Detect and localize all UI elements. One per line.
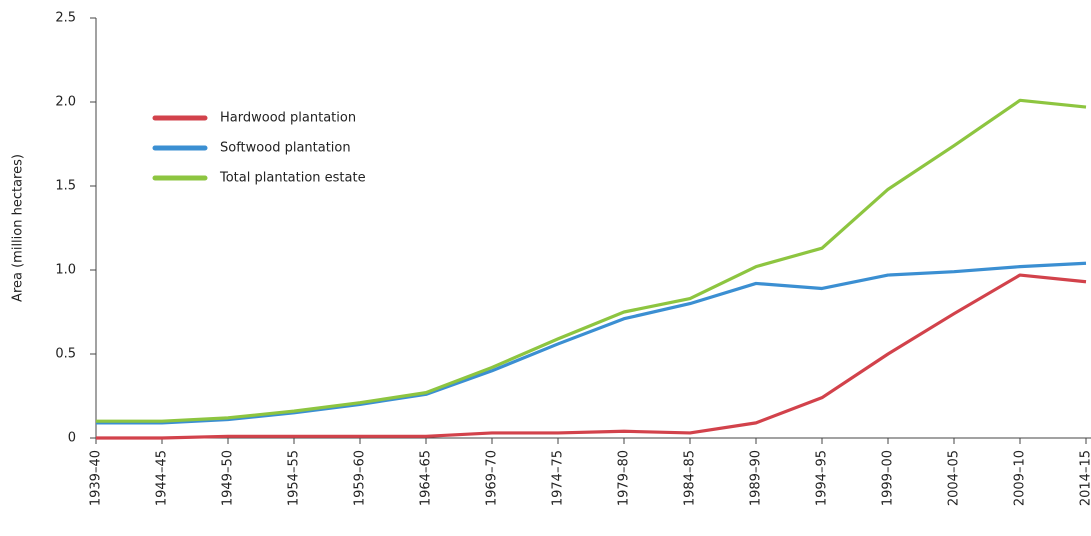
- x-tick-label: 2014–15: [1079, 450, 1091, 506]
- y-axis-label: Area (million hectares): [11, 154, 26, 302]
- x-tick-label: 1984–85: [683, 450, 698, 506]
- x-tick-label: 2009–10: [1013, 450, 1028, 506]
- legend-label: Total plantation estate: [219, 171, 366, 186]
- x-tick-label: 1939–40: [89, 450, 104, 506]
- x-tick-label: 1954–55: [287, 450, 302, 506]
- y-tick-label: 0: [68, 431, 76, 446]
- x-tick-label: 1959–60: [353, 450, 368, 506]
- y-tick-label: 2.0: [55, 95, 76, 110]
- legend-label: Softwood plantation: [220, 141, 351, 156]
- series-line: [96, 98, 1087, 423]
- x-tick-label: 1974–75: [551, 450, 566, 506]
- x-tick-label: 1944–45: [155, 450, 170, 506]
- y-tick-label: 2.5: [55, 11, 76, 26]
- legend-label: Hardwood plantation: [220, 111, 356, 126]
- y-tick-label: 1.0: [55, 263, 76, 278]
- series-line: [96, 273, 1087, 440]
- x-tick-label: 1994–95: [815, 450, 830, 506]
- x-tick-label: 1979–80: [617, 450, 632, 506]
- y-tick-label: 0.5: [55, 347, 76, 362]
- y-tick-label: 1.5: [55, 179, 76, 194]
- x-tick-label: 2004–05: [947, 450, 962, 506]
- x-tick-label: 1964–65: [419, 450, 434, 506]
- x-tick-label: 1949–50: [221, 450, 236, 506]
- x-tick-label: 1969–70: [485, 450, 500, 506]
- series-line: [96, 261, 1087, 425]
- x-tick-label: 1989–90: [749, 450, 764, 506]
- x-tick-label: 1999–00: [881, 450, 896, 506]
